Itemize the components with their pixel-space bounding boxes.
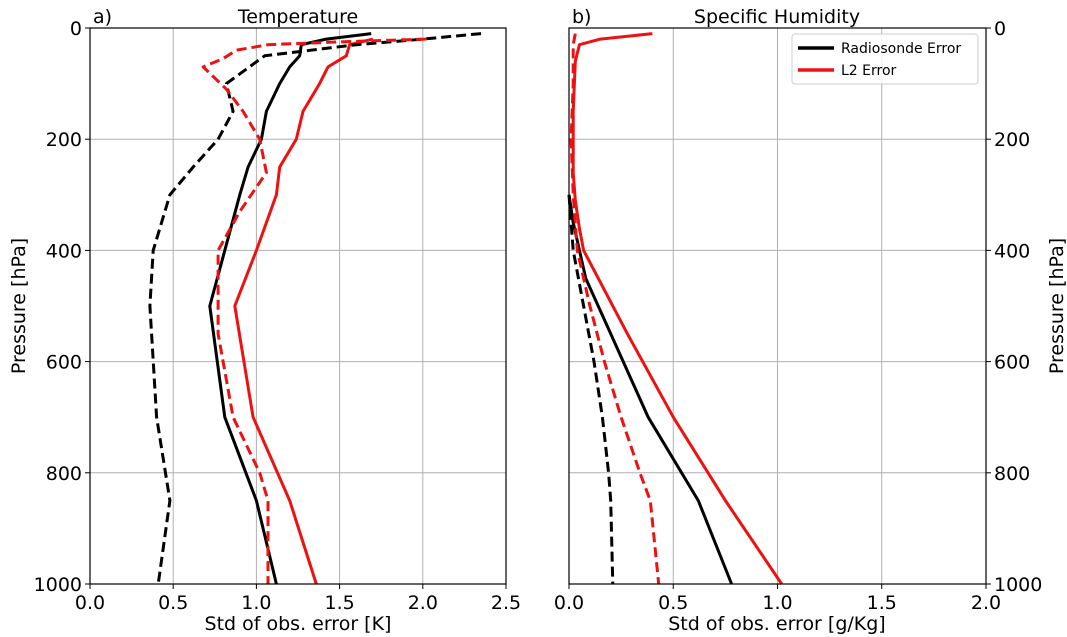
temperature-y-tick-label: 1000: [34, 574, 82, 596]
humidity-panel: 0.0 0.5 1.0 1.5 2.0 0 200 400 600 800 1000 b) Spe…: [554, 6, 1067, 635]
legend-label-l2: L2 Error: [841, 63, 897, 79]
humidity-x-axis-label: Std of obs. error [g/Kg]: [668, 613, 885, 635]
temperature-y-tick-label: 0: [70, 18, 82, 40]
humidity-y-tick-label: 1000: [994, 574, 1042, 596]
humidity-x-tick-label: 0.0: [554, 592, 584, 614]
humidity-x-ticks: 0.0 0.5 1.0 1.5 2.0: [554, 584, 1001, 614]
humidity-title: Specific Humidity: [694, 6, 860, 28]
humidity-x-tick-label: 2.0: [971, 592, 1001, 614]
humidity-y-tick-label: 600: [994, 352, 1030, 374]
legend-label-radiosonde: Radiosonde Error: [841, 41, 961, 57]
humidity-x-tick-label: 0.5: [658, 592, 688, 614]
humidity-series-red-dashed: [569, 33, 661, 585]
temperature-series-black-solid: [208, 32, 372, 585]
humidity-series: [567, 32, 783, 585]
temperature-x-tick-label: 2.0: [408, 592, 438, 614]
temperature-y-ticks: 0 200 400 600 800 1000: [34, 18, 90, 596]
temperature-x-tick-label: 1.5: [324, 592, 354, 614]
temperature-series: [148, 32, 482, 585]
temperature-series-red-dashed: [201, 37, 427, 584]
temperature-x-tick-label: 2.5: [491, 592, 521, 614]
humidity-y-tick-label: 800: [994, 463, 1030, 485]
temperature-x-tick-label: 1.0: [241, 592, 271, 614]
temperature-y-tick-label: 800: [46, 463, 82, 485]
temperature-grid: [90, 28, 506, 584]
humidity-y-ticks: 0 200 400 600 800 1000: [986, 18, 1042, 596]
temperature-y-tick-label: 200: [46, 129, 82, 151]
humidity-y-axis-label: Pressure [hPa]: [1046, 238, 1067, 374]
humidity-series-red-solid: [571, 32, 783, 585]
humidity-x-tick-label: 1.5: [867, 592, 897, 614]
legend: Radiosonde Error L2 Error: [791, 33, 979, 85]
temperature-x-tick-label: 0.5: [158, 592, 188, 614]
humidity-y-tick-label: 200: [994, 129, 1030, 151]
temperature-series-red-solid: [233, 37, 374, 585]
temperature-x-axis-label: Std of obs. error [K]: [205, 613, 392, 635]
temperature-panel-letter: a): [93, 6, 112, 28]
humidity-series-black-dashed: [567, 194, 615, 585]
humidity-panel-letter: b): [572, 6, 591, 28]
humidity-grid: [569, 28, 986, 584]
temperature-y-axis-label: Pressure [hPa]: [8, 238, 30, 374]
legend-box: [791, 33, 979, 85]
temperature-x-ticks: 0.0 0.5 1.0 1.5 2.0 2.5: [75, 584, 521, 614]
temperature-series-black-dashed: [148, 32, 482, 585]
temperature-x-tick-label: 0.0: [75, 592, 105, 614]
humidity-x-tick-label: 1.0: [762, 592, 792, 614]
temperature-y-tick-label: 600: [46, 352, 82, 374]
temperature-plot-frame: [89, 27, 507, 585]
humidity-y-tick-label: 0: [994, 18, 1006, 40]
temperature-y-tick-label: 400: [46, 240, 82, 262]
humidity-series-black-solid: [567, 194, 733, 585]
humidity-y-tick-label: 400: [994, 240, 1030, 262]
temperature-title: Temperature: [237, 6, 358, 28]
